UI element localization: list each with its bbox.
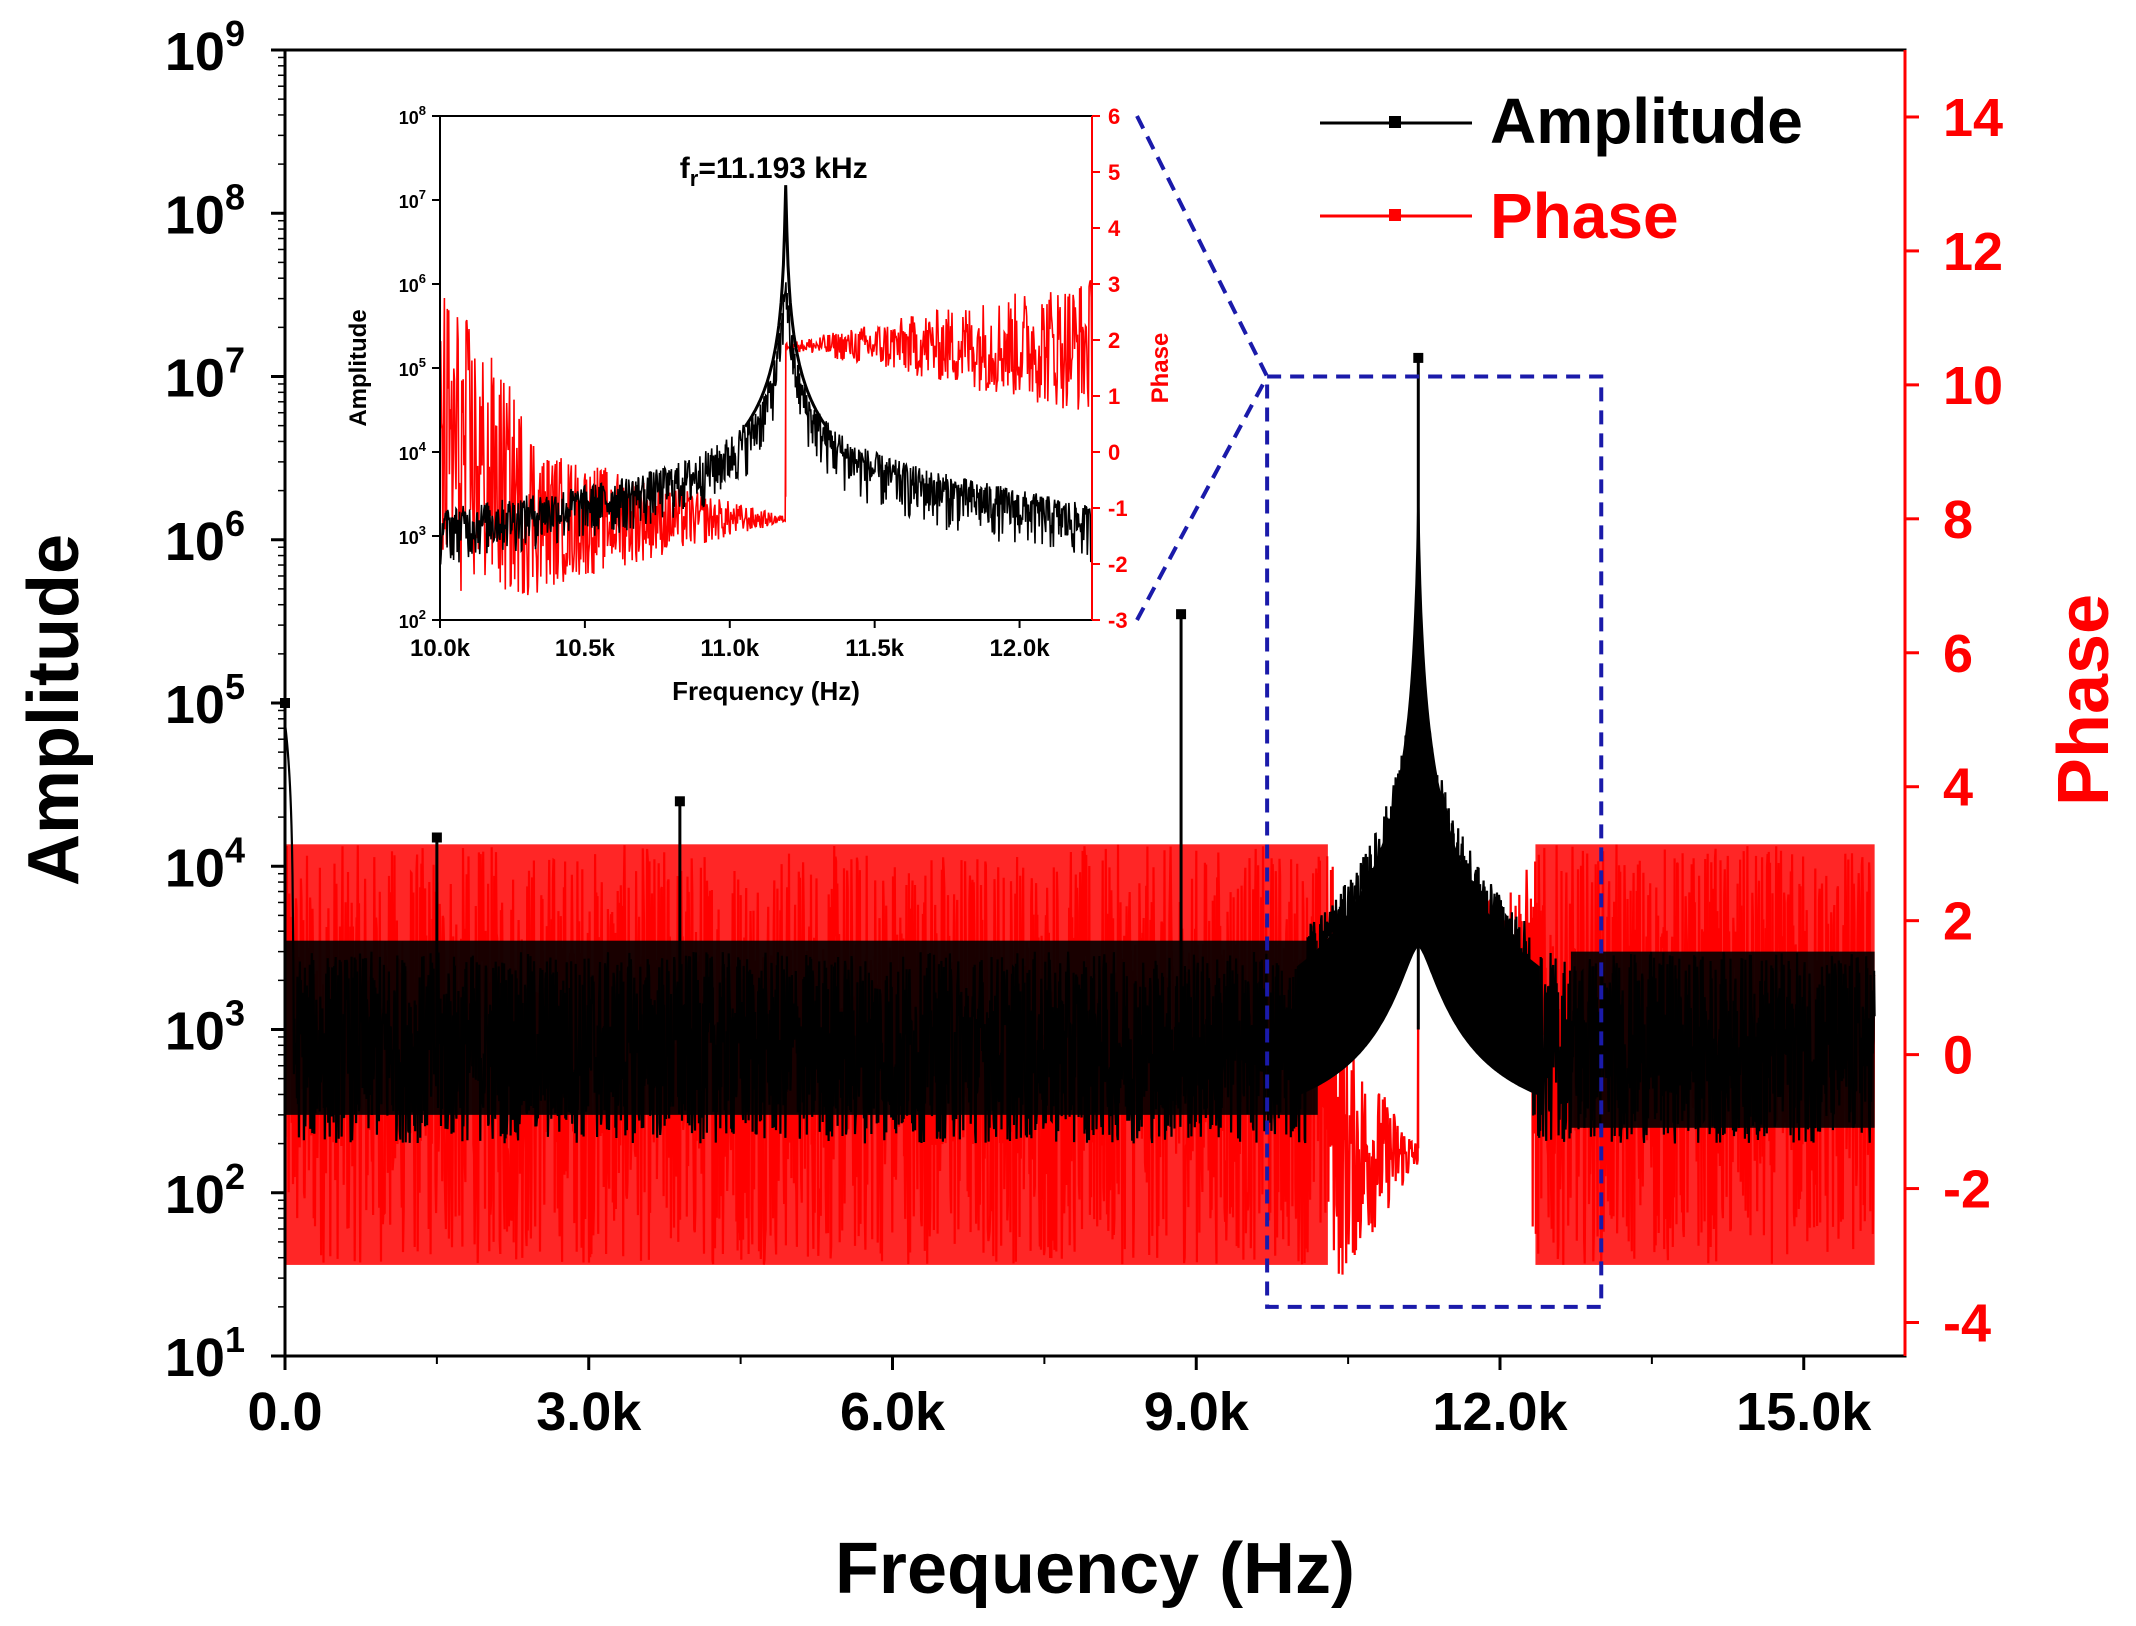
y-right-tick-label-9: 14 [1943,88,2003,148]
legend-phase-label: Phase [1490,180,1679,252]
main-plot-data [280,352,1876,1275]
x-tick-label-0: 0.0 [247,1382,322,1442]
x-tick-label-2: 6.0k [840,1382,946,1442]
y-right-tick-label-4: 4 [1943,758,1973,818]
main-axes: 0.0 3.0k 6.0k 9.0k 12.0k 15.0k101102103104105… [165,13,2003,1442]
legend-phase-marker [1389,209,1401,221]
y-right-tick-label-1: -2 [1943,1160,1991,1220]
y-right-tick-label-8: 12 [1943,222,2003,282]
x-tick-label-3: 9.0k [1144,1382,1250,1442]
inset-y-right-tick-label-5: 2 [1108,328,1120,353]
inset-y-right-tick-label-9: 6 [1108,104,1120,129]
amplitude-peak-marker-3 [1176,609,1187,620]
y-right-tick-label-5: 6 [1943,624,1973,684]
zoom-box [1265,374,1604,1309]
y-axis-title-right: Phase [2044,594,2124,806]
inset-y-right-tick-label-3: 0 [1108,440,1120,465]
inset-y-right-tick-label-1: -2 [1108,552,1128,577]
zoom-connector-top [1135,115,1269,378]
inset-y-left-tick-label-3: 105 [399,355,426,380]
inset-y-right-tick-label-0: -3 [1108,608,1128,633]
inset-x-tick-label-2: 11.0k [700,635,759,662]
y-left-tick-label-8: 109 [165,13,245,82]
amplitude-peak-marker-2 [674,796,685,807]
inset-amplitude-peak [743,185,828,428]
y-left-tick-label-4: 105 [165,666,245,735]
inset-y-left-tick-label-4: 106 [399,271,426,296]
x-tick-label-4: 12.0k [1432,1382,1568,1442]
amplitude-peak-marker-4 [1413,352,1424,363]
inset-chart: 10.0k 10.5k 11.0k 11.5k 12.0k102103104105106… [345,103,1174,706]
y-axis-title-left: Amplitude [14,534,94,886]
y-right-tick-label-0: -4 [1943,1294,1991,1354]
zoom-connector-bottom [1135,375,1269,621]
inset-y-left-tick-label-6: 108 [399,103,426,128]
y-left-tick-label-0: 101 [165,1319,245,1388]
inset-amplitude-series [439,282,1093,565]
inset-y-left-title: Amplitude [345,309,372,426]
amplitude-peak-marker-1 [431,832,442,843]
y-right-tick-label-6: 8 [1943,490,1973,550]
y-right-tick-label-7: 10 [1943,356,2003,416]
inset-y-left-tick-label-5: 107 [399,187,426,212]
inset-x-tick-label-4: 12.0k [990,635,1051,662]
inset-phase-series [439,280,1093,596]
x-axis-title: Frequency (Hz) [835,1529,1355,1609]
y-left-tick-label-6: 107 [165,340,245,409]
y-right-tick-label-2: 0 [1943,1026,1973,1086]
inset-y-left-tick-label-0: 102 [399,607,426,632]
inset-x-axis-title: Frequency (Hz) [672,676,860,706]
x-tick-label-1: 3.0k [536,1382,642,1442]
y-right-tick-label-3: 2 [1943,892,1973,952]
y-left-tick-label-7: 108 [165,176,245,245]
y-left-tick-label-1: 102 [165,1156,245,1225]
legend-amplitude-marker [1389,116,1401,128]
amplitude-dense-band-right [1570,951,1875,1128]
y-left-tick-label-5: 106 [165,503,245,572]
legend: Amplitude Phase [1320,85,1803,252]
inset-resonance-annotation: fr=11.193 kHz [680,152,868,191]
inset-y-right-tick-label-7: 4 [1108,216,1121,241]
inset-y-right-tick-label-2: -1 [1108,496,1128,521]
inset-y-right-tick-label-6: 3 [1108,272,1120,297]
x-tick-label-5: 15.0k [1736,1382,1872,1442]
zoom-indicator [1135,115,1604,1309]
inset-y-right-tick-label-8: 5 [1108,160,1120,185]
y-left-tick-label-2: 103 [165,993,245,1062]
inset-y-left-tick-label-2: 104 [399,439,427,464]
inset-y-right-tick-label-4: 1 [1108,384,1120,409]
inset-x-tick-label-1: 10.5k [555,635,616,662]
inset-x-tick-label-0: 10.0k [410,635,471,662]
legend-amplitude-label: Amplitude [1490,85,1803,157]
inset-y-right-title: Phase [1147,333,1174,404]
amplitude-dense-band-left [285,940,1318,1115]
inset-y-left-tick-label-1: 103 [399,523,426,548]
inset-x-tick-label-3: 11.5k [845,635,904,662]
y-left-tick-label-3: 104 [165,829,245,898]
